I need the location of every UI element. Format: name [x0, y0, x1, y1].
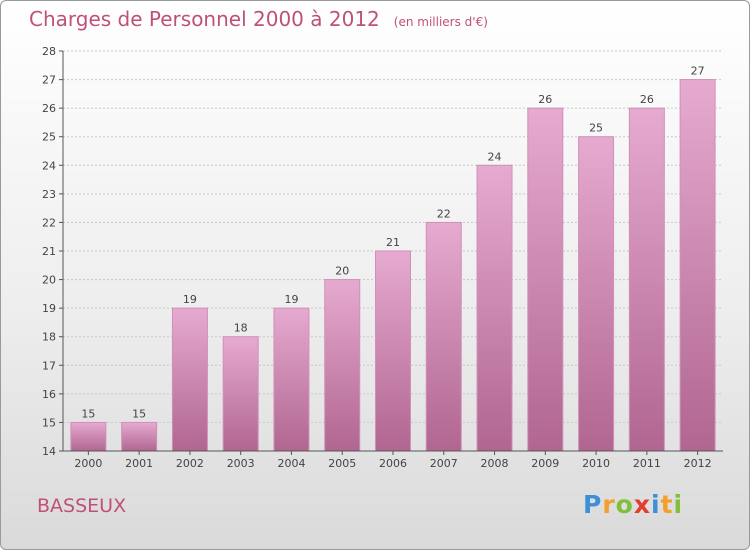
bar	[578, 136, 615, 452]
chart-subtitle: (en milliers d'€)	[393, 15, 488, 29]
logo-letter: P	[583, 490, 603, 519]
y-tick-label: 22	[42, 216, 56, 229]
bar	[476, 164, 513, 452]
y-tick-label: 20	[42, 274, 56, 287]
x-tick-label: 2012	[684, 457, 712, 470]
x-tick-label: 2005	[328, 457, 356, 470]
y-tick-label: 14	[42, 445, 56, 458]
bar-value-label: 21	[386, 236, 400, 249]
logo-letter: i	[651, 490, 661, 519]
bar-value-label: 20	[335, 265, 349, 278]
bar	[324, 279, 361, 452]
x-tick-label: 2008	[481, 457, 509, 470]
bar	[679, 79, 716, 452]
bar	[222, 336, 259, 452]
bar	[375, 250, 411, 452]
x-tick-label: 2002	[176, 457, 204, 470]
bar-value-label: 26	[538, 93, 552, 106]
chart-title-block: Charges de Personnel 2000 à 2012 (en mill…	[29, 7, 488, 31]
x-tick-label: 2011	[633, 457, 661, 470]
bar-value-label: 27	[691, 65, 705, 78]
logo-letter: t	[660, 490, 674, 519]
bar-value-label: 25	[589, 122, 603, 135]
x-tick-label: 2010	[582, 457, 610, 470]
bar-value-label: 19	[284, 293, 298, 306]
y-tick-label: 15	[42, 416, 56, 429]
bar	[121, 421, 158, 452]
y-tick-label: 16	[42, 388, 56, 401]
x-tick-label: 2003	[227, 457, 255, 470]
chart-title: Charges de Personnel 2000 à 2012	[29, 7, 380, 31]
logo-letter: x	[633, 490, 651, 519]
x-tick-label: 2007	[430, 457, 458, 470]
bar-value-label: 15	[132, 407, 146, 420]
proxiti-logo: Proxiti	[583, 490, 683, 519]
y-tick-label: 19	[42, 302, 56, 315]
y-tick-label: 17	[42, 359, 56, 372]
bar	[628, 107, 665, 452]
y-tick-label: 24	[42, 159, 56, 172]
x-tick-label: 2001	[125, 457, 153, 470]
bar-value-label: 26	[640, 93, 654, 106]
y-tick-label: 21	[42, 245, 56, 258]
bar	[425, 221, 462, 452]
bar-value-label: 22	[437, 207, 451, 220]
x-tick-label: 2000	[74, 457, 102, 470]
x-tick-label: 2006	[379, 457, 407, 470]
y-tick-label: 18	[42, 331, 56, 344]
bar	[70, 421, 107, 452]
commune-name: BASSEUX	[37, 495, 127, 517]
bar-value-label: 18	[234, 322, 248, 335]
y-tick-label: 25	[42, 131, 56, 144]
x-tick-label: 2004	[277, 457, 305, 470]
bar	[273, 307, 310, 452]
bar-value-label: 19	[183, 293, 197, 306]
bar	[171, 307, 208, 452]
logo-letter: r	[602, 490, 616, 519]
logo-letter: i	[673, 490, 684, 519]
bar-value-label: 15	[81, 407, 95, 420]
y-tick-label: 28	[42, 45, 56, 58]
logo-letter: o	[615, 490, 634, 519]
y-tick-label: 23	[42, 188, 56, 201]
bar-value-label: 24	[488, 150, 502, 163]
bar	[527, 107, 564, 452]
x-tick-label: 2009	[531, 457, 559, 470]
y-tick-label: 26	[42, 102, 56, 115]
y-tick-label: 27	[42, 74, 56, 87]
